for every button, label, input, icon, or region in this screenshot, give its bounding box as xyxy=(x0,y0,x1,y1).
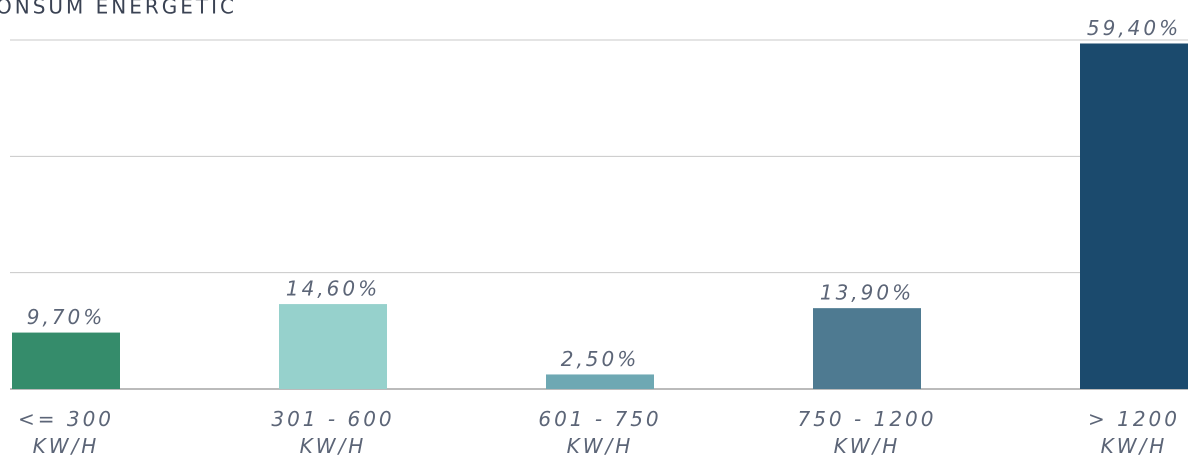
x-tick-label: 750 - 1200 KW/H xyxy=(797,407,936,458)
x-tick-line: KW/H xyxy=(33,434,100,458)
value-label: 2,50% xyxy=(561,347,640,371)
x-tick-label: <= 300 KW/H xyxy=(18,407,114,458)
x-tick-line: 750 - 1200 xyxy=(797,407,936,431)
x-tick-line: <= 300 xyxy=(18,407,114,431)
x-tick-line: KW/H xyxy=(834,434,901,458)
x-tick-line: > 1200 xyxy=(1088,407,1180,431)
chart-title: ONSUM ENERGETIC xyxy=(0,0,237,19)
value-label: 13,90% xyxy=(820,281,914,305)
value-label: 14,60% xyxy=(286,277,380,301)
bar xyxy=(12,332,120,389)
bar xyxy=(813,308,921,389)
x-tick-label: > 1200 KW/H xyxy=(1088,407,1180,458)
x-tick-line: KW/H xyxy=(1101,434,1168,458)
value-label: 59,40% xyxy=(1087,16,1181,40)
bar xyxy=(279,304,387,389)
x-tick-line: KW/H xyxy=(300,434,367,458)
bar xyxy=(546,374,654,389)
x-tick-line: KW/H xyxy=(567,434,634,458)
value-label: 9,70% xyxy=(27,305,106,329)
x-tick-label: 601 - 750 KW/H xyxy=(538,407,661,458)
bar xyxy=(1080,43,1188,390)
x-tick-line: 601 - 750 xyxy=(538,407,661,431)
x-tick-line: 301 - 600 xyxy=(271,407,394,431)
x-tick-label: 301 - 600 KW/H xyxy=(271,407,394,458)
